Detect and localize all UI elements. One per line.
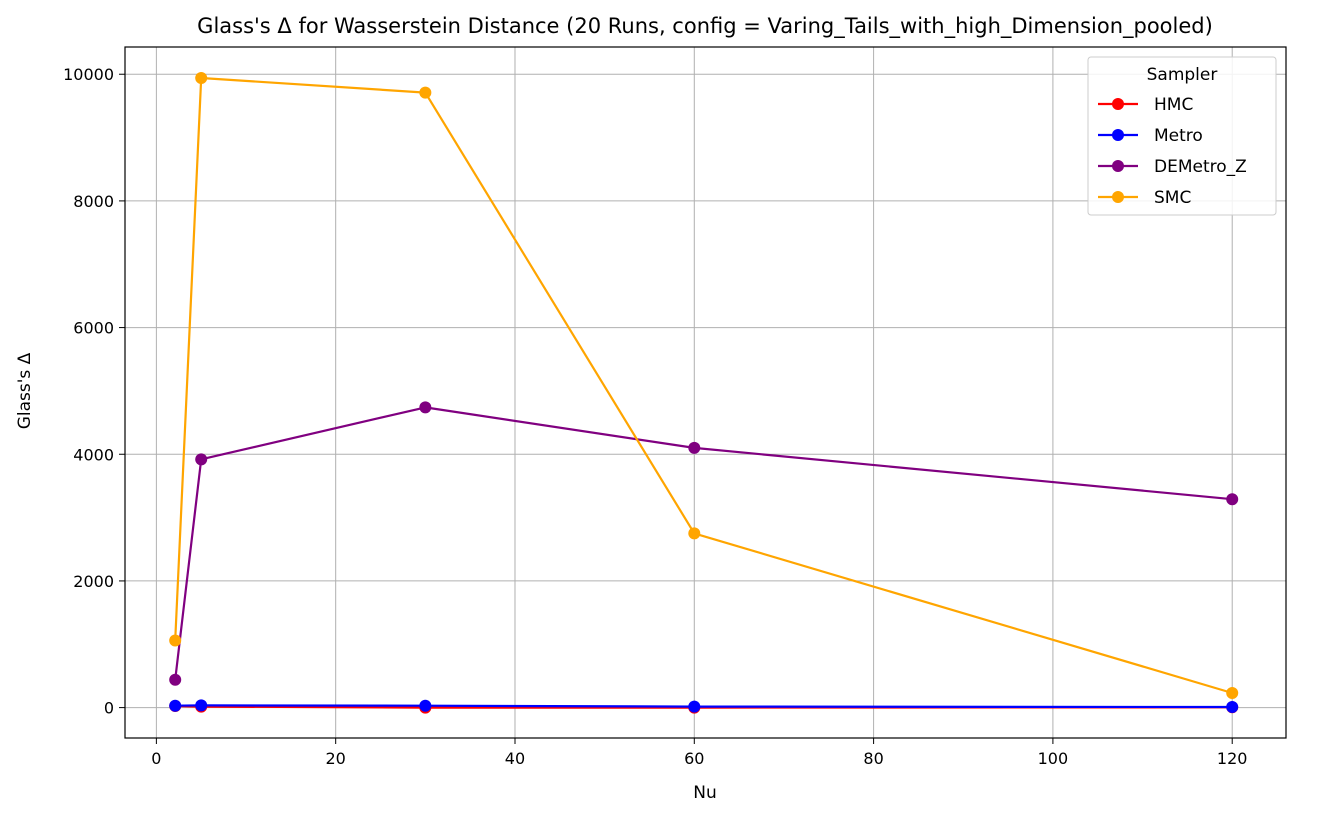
data-point bbox=[688, 700, 701, 713]
series-line bbox=[174, 76, 1233, 695]
data-point bbox=[169, 634, 182, 647]
plot-frame bbox=[124, 46, 1287, 739]
y-tick-label: 6000 bbox=[73, 319, 114, 338]
series-layer bbox=[169, 72, 1239, 714]
data-point bbox=[169, 673, 182, 686]
data-point bbox=[688, 527, 701, 540]
x-tick-label: 20 bbox=[326, 749, 346, 768]
y-axis-ticks: 0 2000 4000 6000 8000 10000 bbox=[63, 65, 125, 718]
data-point bbox=[195, 72, 208, 85]
x-tick-label: 40 bbox=[505, 749, 525, 768]
y-tick-label: 10000 bbox=[63, 65, 114, 84]
legend-swatch-marker bbox=[1112, 98, 1124, 110]
legend-item: HMC bbox=[1098, 95, 1193, 115]
legend-label: Metro bbox=[1154, 126, 1203, 146]
legend-label: HMC bbox=[1154, 95, 1193, 115]
series-line bbox=[174, 406, 1233, 680]
data-point bbox=[1226, 493, 1239, 506]
data-point bbox=[1226, 700, 1239, 713]
legend-label: SMC bbox=[1154, 188, 1191, 208]
legend-swatch-marker bbox=[1112, 129, 1124, 141]
legend-label: DEMetro_Z bbox=[1154, 157, 1247, 177]
legend-item: Metro bbox=[1098, 126, 1203, 146]
y-tick-label: 8000 bbox=[73, 192, 114, 211]
legend-swatch-marker bbox=[1112, 160, 1124, 172]
series-demetro-z bbox=[169, 401, 1239, 686]
data-point bbox=[195, 699, 208, 712]
legend-swatch-marker bbox=[1112, 191, 1124, 203]
legend-item: DEMetro_Z bbox=[1098, 157, 1247, 177]
y-tick-label: 2000 bbox=[73, 572, 114, 591]
y-axis-label: Glass's Δ bbox=[15, 352, 35, 429]
series-metro bbox=[169, 699, 1239, 713]
x-tick-label: 60 bbox=[684, 749, 704, 768]
y-tick-label: 0 bbox=[104, 699, 114, 718]
legend-box bbox=[1087, 56, 1277, 216]
data-point bbox=[419, 699, 432, 712]
legend-title: Sampler bbox=[1147, 65, 1218, 85]
x-axis-ticks: 0 20 40 60 80 100 120 bbox=[151, 738, 1247, 768]
series-smc bbox=[169, 72, 1239, 700]
data-point bbox=[195, 453, 208, 466]
data-point bbox=[419, 401, 432, 414]
x-tick-label: 80 bbox=[863, 749, 883, 768]
data-point bbox=[169, 699, 182, 712]
legend: Sampler HMC Metro DEMetro_Z SMC bbox=[1087, 56, 1277, 216]
data-point bbox=[688, 441, 701, 454]
chart-title: Glass's Δ for Wasserstein Distance (20 R… bbox=[197, 14, 1213, 39]
x-tick-label: 120 bbox=[1217, 749, 1248, 768]
data-point bbox=[1226, 687, 1239, 700]
legend-items: HMC Metro DEMetro_Z SMC bbox=[1098, 95, 1247, 208]
data-point bbox=[419, 86, 432, 99]
x-tick-label: 100 bbox=[1038, 749, 1069, 768]
y-tick-label: 4000 bbox=[73, 445, 114, 464]
x-axis-label: Nu bbox=[693, 783, 717, 803]
legend-item: SMC bbox=[1098, 188, 1191, 208]
x-tick-label: 0 bbox=[151, 749, 161, 768]
